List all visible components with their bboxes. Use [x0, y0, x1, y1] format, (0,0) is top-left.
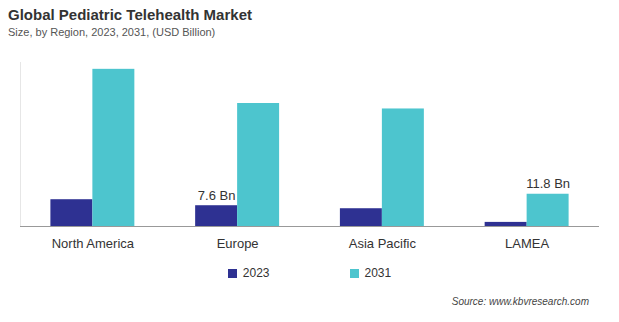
html-text:Size, by Region, 2023, 2031, (: Size, by Region, 2023, 2031, (USD Billio… [8, 26, 216, 38]
svg-text:North America: North America [52, 236, 135, 251]
svg-text:7.6 Bn: 7.6 Bn [198, 188, 236, 203]
svg-text:Asia Pacific: Asia Pacific [349, 236, 417, 251]
svg-text:Europe: Europe [217, 236, 259, 251]
html-text:2031: 2031 [364, 266, 392, 280]
svg-text:LAMEA: LAMEA [505, 236, 549, 251]
html-text:2023: 2023 [242, 266, 270, 280]
html-text:Source: www.kbvresearch.com: Source: www.kbvresearch.com [451, 296, 589, 307]
html-text:Global Pediatric Telehealth Ma: Global Pediatric Telehealth Market [8, 6, 252, 23]
svg-text:11.8 Bn: 11.8 Bn [526, 176, 570, 191]
